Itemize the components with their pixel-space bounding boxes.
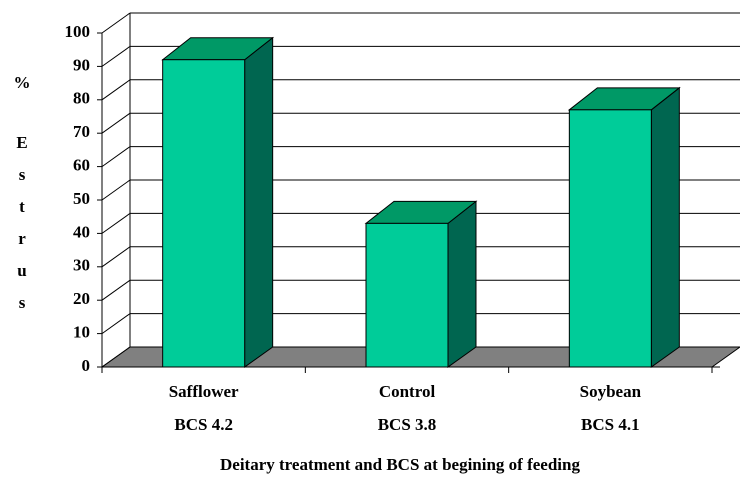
x-tick-sublabel: BCS 3.8	[378, 415, 437, 434]
side-grid-line	[101, 346, 131, 368]
bar	[365, 222, 449, 368]
side-grid-line	[101, 313, 131, 335]
bar	[568, 109, 652, 368]
bar	[162, 59, 246, 368]
bar-side	[447, 200, 477, 368]
y-tick-label: 10	[73, 323, 90, 342]
side-grid-line	[101, 45, 131, 67]
y-tick-label: 90	[73, 55, 90, 74]
x-tick-label: Soybean	[580, 382, 642, 401]
y-tick-label: 30	[73, 256, 90, 275]
y-tick-label: 20	[73, 289, 90, 308]
x-tick-label: Control	[379, 382, 436, 401]
side-grid-line	[101, 246, 131, 268]
x-axis-title: Deitary treatment and BCS at begining of…	[220, 455, 580, 474]
side-grid-line	[101, 146, 131, 168]
bar-side	[650, 86, 680, 368]
x-tick-sublabel: BCS 4.2	[174, 415, 233, 434]
y-tick-label: 70	[73, 122, 90, 141]
side-grid-line	[101, 279, 131, 301]
side-grid-line	[101, 212, 131, 234]
x-tick-sublabel: BCS 4.1	[581, 415, 640, 434]
side-grid-line	[101, 79, 131, 101]
y-tick-label: 50	[73, 189, 90, 208]
x-tick-label: Safflower	[169, 382, 239, 401]
y-tick-label: 80	[73, 89, 90, 108]
side-grid-line	[101, 179, 131, 201]
y-tick-label: 40	[73, 222, 90, 241]
y-tick-label: 60	[73, 156, 90, 175]
side-grid-line	[101, 12, 131, 34]
y-tick-label: 0	[82, 356, 91, 375]
bar-side	[244, 36, 274, 368]
side-grid-line	[101, 112, 131, 134]
y-tick-label: 100	[65, 22, 91, 41]
